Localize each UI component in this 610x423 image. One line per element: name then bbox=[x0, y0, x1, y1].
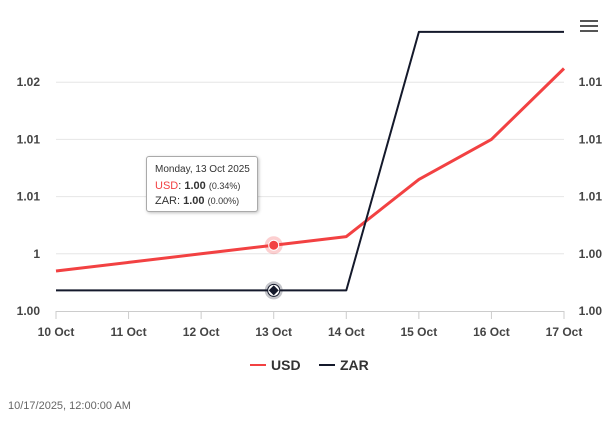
legend-item-usd[interactable]: USD bbox=[250, 357, 301, 373]
legend-item-zar[interactable]: ZAR bbox=[319, 357, 369, 373]
tooltip-series-pct: (0.34%) bbox=[208, 181, 241, 191]
x-tick-label: 15 Oct bbox=[401, 325, 438, 339]
tooltip-series-value: 1.00 bbox=[184, 180, 206, 192]
x-tick-label: 14 Oct bbox=[328, 325, 365, 339]
usd-marker bbox=[268, 239, 280, 251]
y-tick-label-right: 1.01 bbox=[579, 75, 603, 89]
x-tick-label: 10 Oct bbox=[38, 325, 75, 339]
x-tick-label: 16 Oct bbox=[473, 325, 510, 339]
y-tick-label-right: 1.00 bbox=[579, 304, 603, 318]
hover-markers bbox=[264, 236, 283, 300]
series-line-usd bbox=[55, 67, 566, 273]
y-tick-label-left: 1.02 bbox=[17, 75, 41, 89]
y-tick-label-right: 1.01 bbox=[579, 132, 603, 146]
x-tick-label: 11 Oct bbox=[111, 325, 147, 339]
tooltip-row-zar: ZAR: 1.00 (0.00%) bbox=[155, 195, 240, 207]
timestamp: 10/17/2025, 12:00:00 AM bbox=[8, 400, 131, 412]
y-tick-label-right: 1.00 bbox=[579, 247, 603, 261]
y-tick-label-left: 1.01 bbox=[17, 132, 41, 146]
series-line-zar bbox=[56, 30, 564, 292]
tooltip-row-usd: USD: 1.00 (0.34%) bbox=[155, 180, 241, 192]
grid bbox=[55, 81, 565, 319]
zar-marker bbox=[268, 285, 279, 296]
y-tick-label-right: 1.01 bbox=[579, 190, 603, 204]
y-axis-left: 1.00 1 1.01 1.01 1.02 bbox=[17, 75, 41, 318]
tooltip-series-name: USD bbox=[155, 180, 179, 192]
x-tick-label: 17 Oct bbox=[546, 325, 583, 339]
series-lines bbox=[55, 30, 566, 292]
y-axis-right: 1.00 1.00 1.01 1.01 1.01 bbox=[579, 75, 603, 318]
hamburger-menu-icon[interactable] bbox=[580, 20, 598, 36]
legend-label: ZAR bbox=[340, 357, 369, 373]
y-tick-label-left: 1 bbox=[33, 247, 40, 261]
tooltip-date: Monday, 13 Oct 2025 bbox=[155, 164, 250, 175]
tooltip-series-name: ZAR bbox=[155, 195, 177, 207]
x-axis: 10 Oct 11 Oct 12 Oct 13 Oct 14 Oct 15 Oct 16 O… bbox=[38, 325, 583, 339]
tooltip-series-value: 1.00 bbox=[183, 195, 205, 207]
y-tick-label-left: 1.00 bbox=[17, 304, 41, 318]
y-tick-label-left: 1.01 bbox=[17, 190, 41, 204]
x-tick-label: 13 Oct bbox=[255, 325, 292, 339]
legend[interactable]: USD ZAR bbox=[250, 357, 369, 373]
legend-label: USD bbox=[271, 357, 301, 373]
tooltip-series-pct: (0.00%) bbox=[207, 196, 240, 206]
tooltip: Monday, 13 Oct 2025 USD: 1.00 (0.34%) ZA… bbox=[146, 156, 258, 212]
x-tick-label: 12 Oct bbox=[183, 325, 220, 339]
